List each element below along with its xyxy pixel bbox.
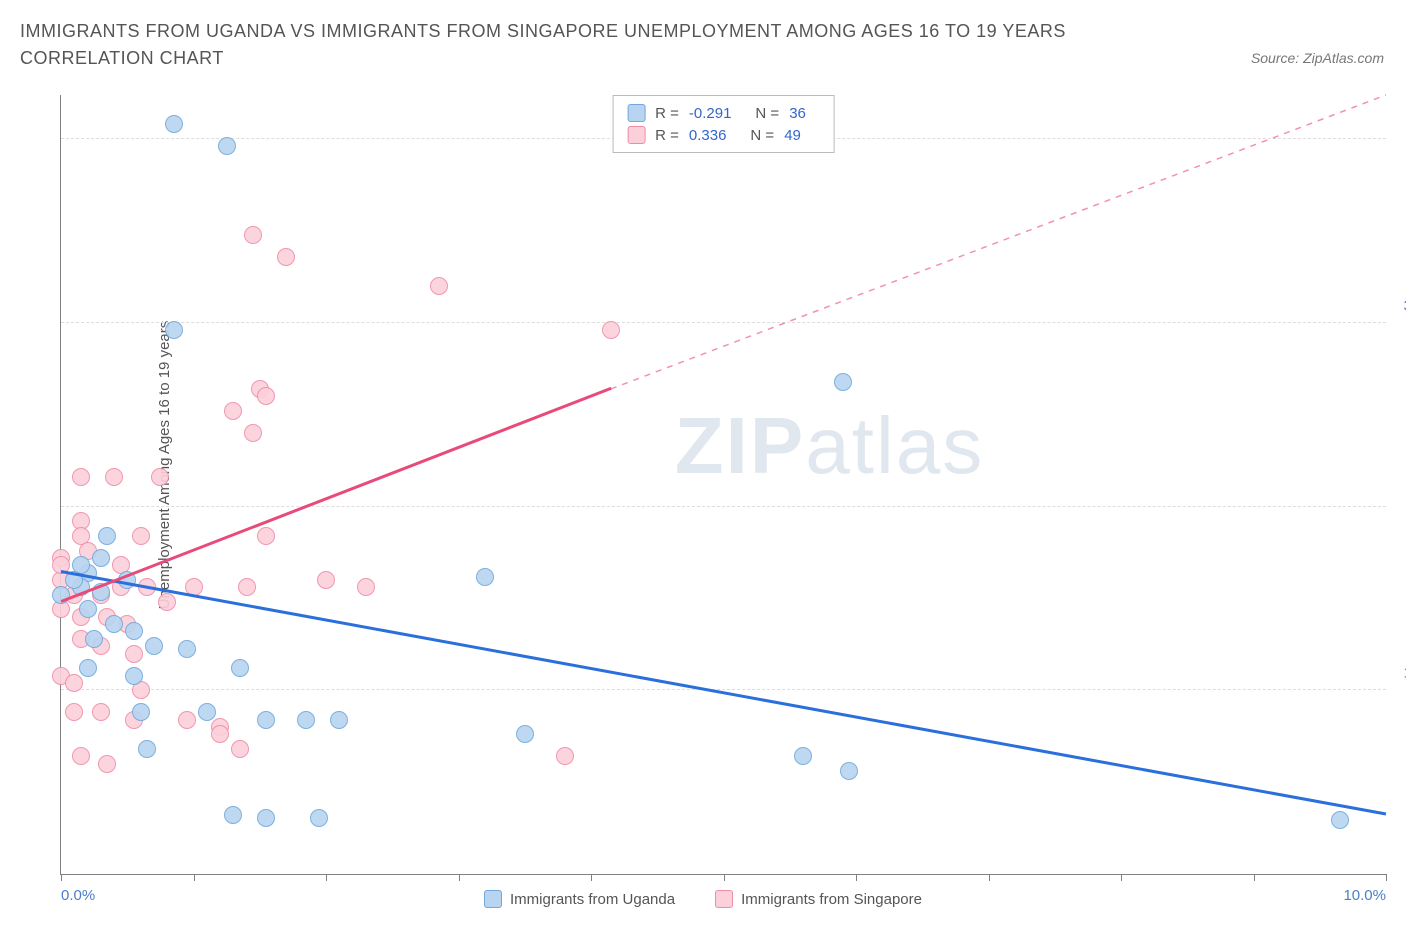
r-label: R = — [655, 105, 679, 122]
x-tick — [1254, 874, 1255, 881]
swatch-singapore — [627, 126, 645, 144]
y-tick-label: 37.5% — [1391, 297, 1406, 314]
n-value-singapore: 49 — [784, 127, 801, 144]
x-tick — [856, 874, 857, 881]
swatch-uganda — [484, 890, 502, 908]
legend-label-singapore: Immigrants from Singapore — [741, 891, 922, 908]
swatch-uganda — [627, 104, 645, 122]
x-tick — [326, 874, 327, 881]
n-label: N = — [755, 105, 779, 122]
swatch-singapore — [715, 890, 733, 908]
chart-title: IMMIGRANTS FROM UGANDA VS IMMIGRANTS FRO… — [20, 18, 1140, 72]
y-tick-label: 12.5% — [1391, 665, 1406, 682]
legend-bottom: Immigrants from Uganda Immigrants from S… — [0, 890, 1406, 908]
legend-stats: R = -0.291 N = 36 R = 0.336 N = 49 — [612, 95, 835, 153]
r-value-uganda: -0.291 — [689, 105, 732, 122]
legend-item-singapore: Immigrants from Singapore — [715, 890, 922, 908]
r-value-singapore: 0.336 — [689, 127, 727, 144]
x-tick — [724, 874, 725, 881]
trend-line-singapore-dashed — [61, 95, 1386, 874]
x-tick — [459, 874, 460, 881]
r-label: R = — [655, 127, 679, 144]
x-tick — [61, 874, 62, 881]
x-tick — [1386, 874, 1387, 881]
x-tick — [989, 874, 990, 881]
legend-stats-row-uganda: R = -0.291 N = 36 — [627, 102, 820, 124]
n-value-uganda: 36 — [789, 105, 806, 122]
source-attribution: Source: ZipAtlas.com — [1251, 50, 1384, 66]
x-tick — [194, 874, 195, 881]
legend-item-uganda: Immigrants from Uganda — [484, 890, 675, 908]
plot-container: ZIPatlas R = -0.291 N = 36 R = 0.336 N =… — [60, 95, 1386, 875]
plot-area: ZIPatlas R = -0.291 N = 36 R = 0.336 N =… — [60, 95, 1386, 875]
legend-label-uganda: Immigrants from Uganda — [510, 891, 675, 908]
n-label: N = — [750, 127, 774, 144]
x-tick — [1121, 874, 1122, 881]
legend-stats-row-singapore: R = 0.336 N = 49 — [627, 124, 820, 146]
x-tick — [591, 874, 592, 881]
